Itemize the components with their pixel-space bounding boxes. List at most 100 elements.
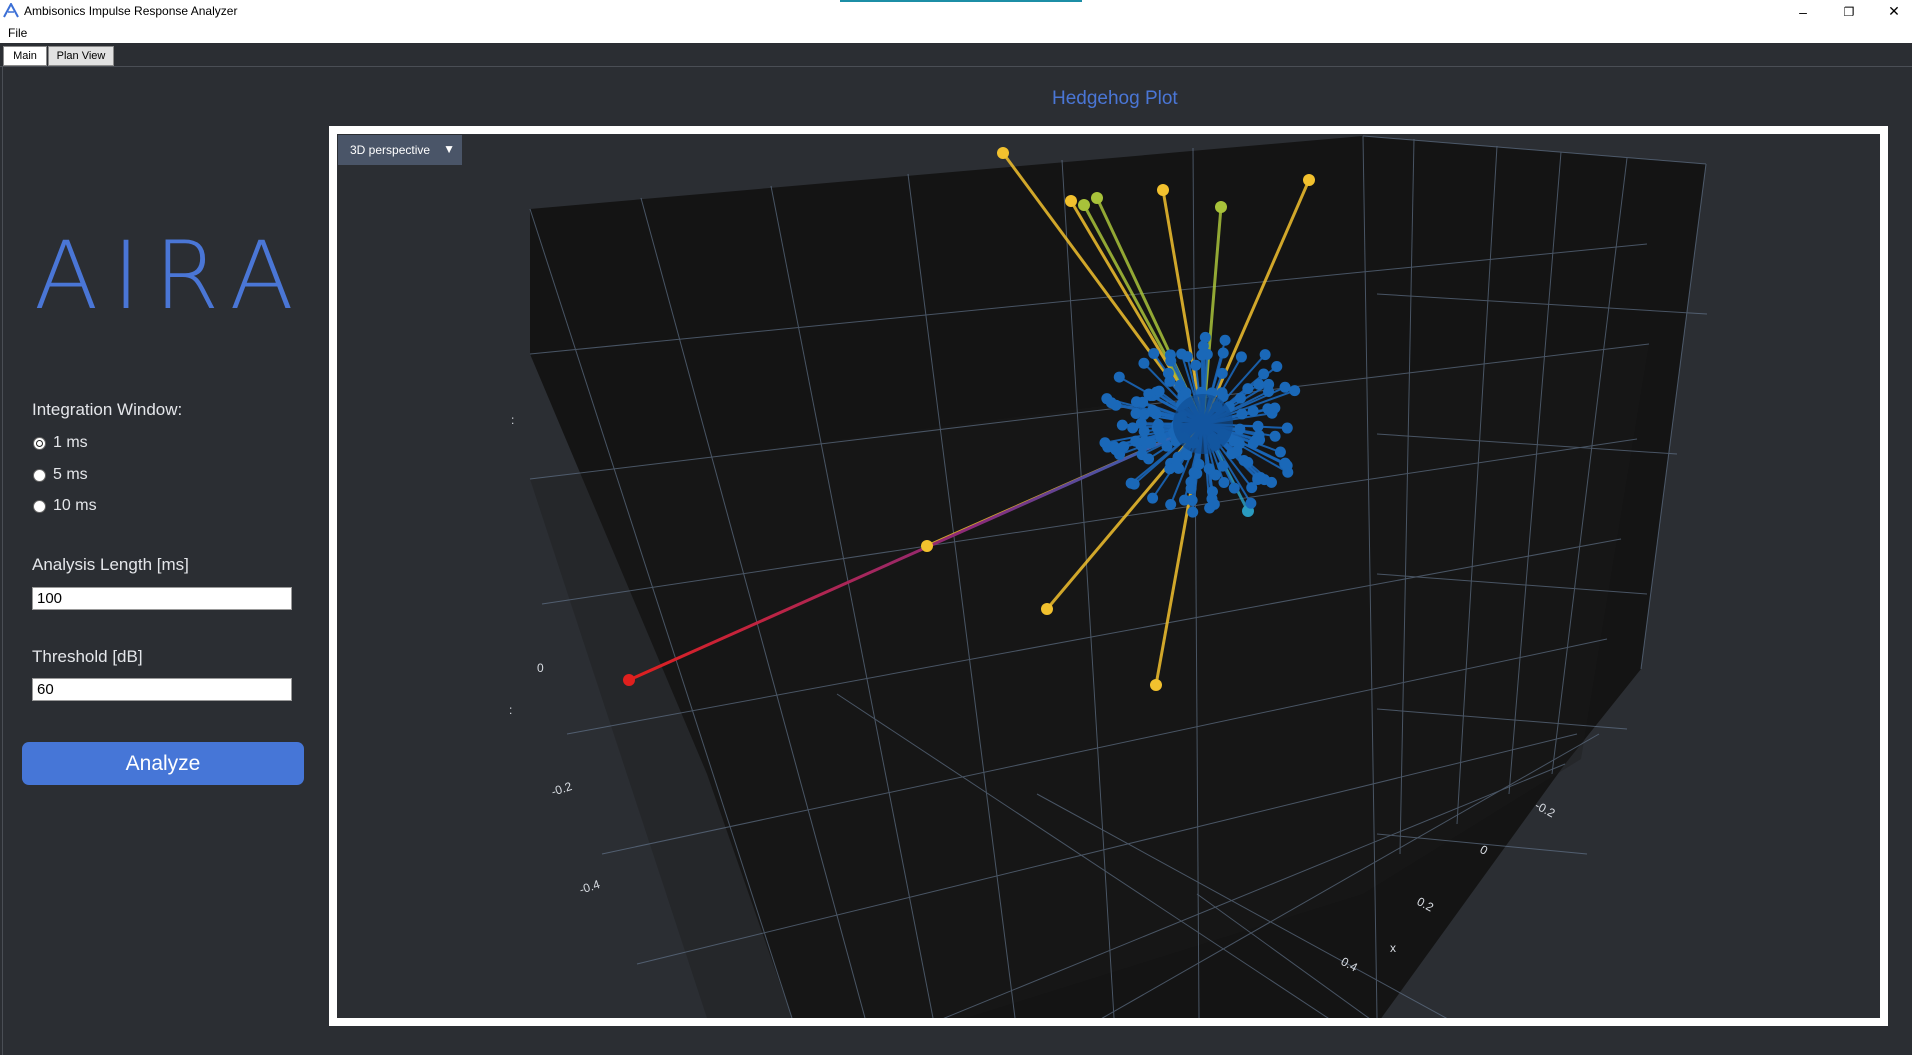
grid-line (1508, 151, 1562, 795)
hedgehog-point (1180, 387, 1192, 399)
grid-line (1192, 147, 1200, 1018)
aira-logo: AIRA (34, 222, 308, 331)
hedgehog-point (1165, 499, 1177, 511)
hedgehog-point (1245, 497, 1257, 509)
hedgehog-point (1234, 423, 1246, 435)
radio-10ms[interactable] (33, 500, 46, 513)
hedgehog-point (1150, 408, 1162, 420)
hedgehog-point (1164, 375, 1176, 387)
hedgehog-point (1041, 603, 1053, 615)
hedgehog-point (1238, 455, 1250, 467)
hedgehog-point (1181, 351, 1193, 363)
hedgehog-point (921, 540, 933, 552)
hedgehog-point (1218, 477, 1230, 489)
hedgehog-point (1228, 435, 1240, 447)
hedgehog-point (1282, 466, 1294, 478)
hedgehog-point (1172, 451, 1184, 463)
grid-line (601, 638, 1608, 855)
hedgehog-point (1199, 331, 1211, 343)
view-mode-label: 3D perspective (350, 143, 431, 157)
radio-5ms[interactable] (33, 469, 46, 482)
grid-line (1376, 708, 1628, 730)
tab-plan-view[interactable]: Plan View (48, 46, 114, 66)
menu-bar: File (0, 23, 1912, 43)
view-mode-dropdown[interactable]: 3D perspective ▼ (338, 135, 462, 165)
radio-1ms-label: 1 ms (53, 434, 88, 451)
plot-canvas[interactable]: : 0 : -0.2 -0.4 -0.2 0 0.2 0.4 x (337, 134, 1880, 1018)
hedgehog-point (1228, 482, 1240, 494)
integration-window-label: Integration Window: (32, 400, 183, 419)
close-button[interactable]: ✕ (1888, 3, 1900, 19)
hedgehog-point (1174, 379, 1186, 391)
hedgehog-point (1110, 444, 1122, 456)
aira-a-icon (3, 3, 19, 18)
hedgehog-points (623, 147, 1315, 691)
grid-line (836, 693, 1329, 1018)
threshold-label: Threshold [dB] (32, 647, 143, 666)
hedgehog-point (1138, 408, 1150, 420)
left-tick-0: 0 (537, 661, 544, 675)
grid-line (566, 538, 1622, 735)
tab-main[interactable]: Main (3, 46, 47, 66)
hedgehog-point (1138, 357, 1150, 369)
hedgehog-point (1203, 463, 1215, 475)
hedgehog-point (1153, 385, 1165, 397)
hedgehog-point (1190, 359, 1202, 371)
hedgehog-stem (1161, 189, 1205, 425)
left-axis-mark-2: : (509, 703, 512, 717)
grid-line (636, 733, 1578, 965)
grid-line (1640, 163, 1707, 670)
hedgehog-point (1197, 340, 1209, 352)
hedgehog-point (1215, 201, 1227, 213)
grid-line (943, 763, 1566, 1018)
hedgehog-point (1253, 378, 1265, 390)
hedgehog-point (1226, 448, 1238, 460)
threshold-input[interactable] (32, 678, 292, 701)
hedgehog-point (1143, 453, 1155, 465)
hedgehog-point (1206, 486, 1218, 498)
hedgehog-point (1279, 457, 1291, 469)
hedgehog-point (1246, 482, 1258, 494)
minimize-button[interactable]: – (1799, 3, 1807, 20)
menu-file[interactable]: File (8, 26, 28, 40)
hedgehog-point (1078, 199, 1090, 211)
hedgehog-core (1173, 394, 1233, 454)
hedgehog-point (1065, 195, 1077, 207)
title-bar: Ambisonics Impulse Response Analyzer – ❐… (0, 0, 1912, 23)
hedgehog-point (1258, 368, 1270, 380)
hedgehog-point (1150, 679, 1162, 691)
restore-button[interactable]: ❐ (1843, 4, 1855, 19)
x-axis-label: x (1390, 941, 1396, 955)
grid-line (529, 243, 1648, 355)
hedgehog-point (1161, 440, 1173, 452)
grid-line (1036, 793, 1448, 1018)
hedgehog-plot[interactable]: : 0 : -0.2 -0.4 -0.2 0 0.2 0.4 x (337, 134, 1880, 1018)
left-tick-minus-0-4: -0.4 (578, 877, 602, 897)
grid-lines (529, 135, 1708, 1018)
analysis-length-input[interactable] (32, 587, 292, 610)
hedgehog-point (1151, 422, 1163, 434)
hedgehog-point (1186, 494, 1198, 506)
hedgehog-point (1116, 419, 1128, 431)
hedgehog-point (1135, 417, 1147, 429)
hedgehog-point (1185, 482, 1197, 494)
radio-1ms[interactable] (33, 437, 46, 450)
hedgehog-point (1130, 396, 1142, 408)
hedgehog-point (1242, 383, 1254, 395)
hedgehog-point (1193, 458, 1205, 470)
hedgehog-point (1181, 449, 1193, 461)
grid-line (529, 208, 793, 1018)
plot-title: Hedgehog Plot (1052, 88, 1178, 109)
hedgehog-point (1196, 349, 1208, 361)
chevron-down-icon: ▼ (443, 142, 455, 156)
grid-line (1376, 293, 1708, 315)
grid-line (1196, 893, 1370, 1018)
analyze-button[interactable]: Analyze (22, 742, 304, 785)
hedgehog-point (1217, 347, 1229, 359)
hedgehog-point (1170, 460, 1182, 472)
hedgehog-point (1101, 393, 1113, 405)
hedgehog-point (1219, 334, 1231, 346)
hedgehog-point (1091, 192, 1103, 204)
grid-line (1551, 157, 1628, 775)
hedgehog-point (1259, 349, 1271, 361)
